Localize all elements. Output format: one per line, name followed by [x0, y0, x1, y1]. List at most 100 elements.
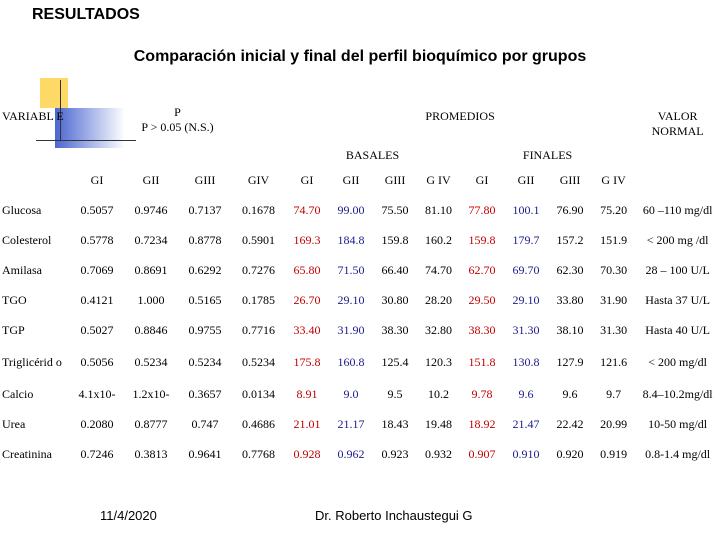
row-label: Glucosa [2, 202, 42, 217]
cell: 75.50 [381, 202, 409, 217]
cell: 0.5234 [134, 354, 168, 369]
cell: < 200 mg/dl [648, 354, 708, 369]
data-row: TGP 0.5027 0.8846 0.9755 0.7716 33.40 31.90 38.… [0, 315, 720, 345]
cell: 81.10 [425, 202, 453, 217]
data-row: Creatinina 0.7246 0.3813 0.9641 0.7768 0.928 0… [0, 439, 720, 469]
p-label: P [174, 105, 181, 119]
cell: 169.3 [293, 232, 321, 247]
header-row: BASALES FINALES [0, 145, 720, 165]
cell: 0.9746 [134, 202, 168, 217]
cell: 0.6292 [188, 262, 222, 277]
column-header: G IV [426, 172, 451, 187]
cell: 0.747 [191, 416, 219, 431]
cell: 0.5234 [188, 354, 222, 369]
cell: 28.20 [425, 292, 453, 307]
cell: 0.920 [556, 446, 584, 461]
cell: 62.30 [556, 262, 584, 277]
empty-cell [635, 145, 720, 165]
cell: 159.8 [468, 232, 496, 247]
cell: 9.78 [471, 386, 493, 401]
cell: 0.4121 [80, 292, 114, 307]
data-row: TGO 0.4121 1.000 0.5165 0.1785 26.70 29.10 30.8… [0, 285, 720, 315]
cell: 74.70 [293, 202, 321, 217]
cell: 1.2x10- [132, 386, 170, 401]
cell: 0.7069 [80, 262, 114, 277]
deco-yellow [40, 78, 68, 108]
cell: 0.7716 [242, 322, 275, 337]
cell: 62.70 [468, 262, 496, 277]
row-label: Triglicérid o [2, 354, 62, 369]
cell: 0.910 [512, 446, 540, 461]
deco-line [36, 140, 136, 141]
cell: 0.962 [337, 446, 365, 461]
cell: 38.10 [556, 322, 584, 337]
column-header: GIII [559, 172, 581, 187]
promedios-header: PROMEDIOS [425, 109, 495, 123]
cell: 125.4 [381, 354, 409, 369]
cell: 8.4–10.2mg/dl [642, 386, 713, 401]
basales-header: BASALES [345, 147, 400, 162]
cell: 9.5 [387, 386, 403, 401]
cell: 9.6 [518, 386, 534, 401]
cell: 33.80 [556, 292, 584, 307]
cell: 71.50 [337, 262, 365, 277]
cell: 8.91 [296, 386, 318, 401]
cell: 70.30 [600, 262, 628, 277]
column-header: GI [475, 172, 489, 187]
cell: 159.8 [381, 232, 409, 247]
column-header: GI [300, 172, 314, 187]
deco-line [60, 80, 61, 140]
cell: 18.43 [381, 416, 409, 431]
cell: 0.8846 [134, 322, 168, 337]
cell: 130.8 [512, 354, 540, 369]
cell: Hasta 37 U/L [645, 292, 710, 307]
cell: 0.5027 [80, 322, 114, 337]
cell: 0.2080 [80, 416, 114, 431]
deco-blue [55, 108, 125, 148]
cell: 75.20 [600, 202, 628, 217]
cell: 0.8691 [134, 262, 168, 277]
cell: 33.40 [293, 322, 321, 337]
cell: 0.8-1.4 mg/dl [645, 446, 711, 461]
cell: 31.90 [337, 322, 365, 337]
cell: 0.3813 [134, 446, 168, 461]
cell: 69.70 [512, 262, 540, 277]
column-row: GI GII GIII GIV GI GII GIII G IV GI GII GIII G IV [0, 165, 720, 195]
cell: Hasta 40 U/L [645, 322, 710, 337]
cell: 0.5056 [80, 354, 114, 369]
cell: 160.8 [337, 354, 365, 369]
row-label: Creatinina [2, 446, 52, 461]
column-header: GI [90, 172, 104, 187]
data-row: Colesterol 0.5778 0.7234 0.8778 0.5901 169.3 1… [0, 225, 720, 255]
cell: 32.80 [425, 322, 453, 337]
cell: 9.6 [562, 386, 578, 401]
data-row: Urea 0.2080 0.8777 0.747 0.4686 21.01 21.17 18.… [0, 409, 720, 439]
empty-cell [635, 165, 720, 195]
footer-author: Dr. Roberto Inchaustegui G [315, 508, 473, 523]
cell: 0.1678 [242, 202, 275, 217]
finales-header: FINALES [522, 147, 573, 162]
cell: 30.80 [381, 292, 409, 307]
cell: 0.5234 [242, 354, 275, 369]
cell: 60 –110 mg/dl [642, 202, 713, 217]
cell: 77.80 [468, 202, 496, 217]
column-header: GII [342, 172, 360, 187]
cell: 18.92 [468, 416, 496, 431]
cell: 20.99 [600, 416, 628, 431]
cell: 151.9 [600, 232, 628, 247]
cell: 0.907 [468, 446, 496, 461]
cell: 38.30 [468, 322, 496, 337]
column-header: G IV [601, 172, 626, 187]
cell: 0.9641 [188, 446, 222, 461]
cell: 151.8 [468, 354, 496, 369]
cell: 19.48 [425, 416, 453, 431]
cell: 0.1785 [242, 292, 275, 307]
cell: 0.5165 [188, 292, 222, 307]
cell: 100.1 [512, 202, 540, 217]
cell: 65.80 [293, 262, 321, 277]
column-header: GII [517, 172, 535, 187]
cell: 21.17 [337, 416, 365, 431]
data-row: Calcio 4.1x10- 1.2x10- 0.3657 0.0134 8.91 9.0 9… [0, 379, 720, 409]
